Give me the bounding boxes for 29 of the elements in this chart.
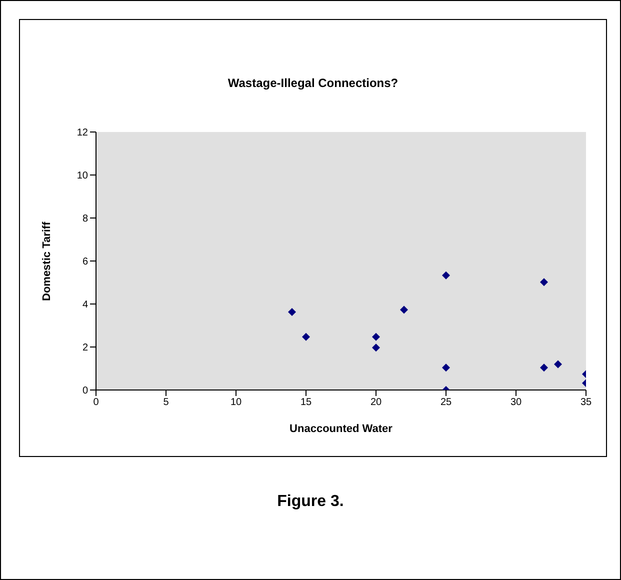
point xyxy=(540,278,548,286)
x-tick-label: 10 xyxy=(230,397,242,408)
point xyxy=(442,364,450,372)
point xyxy=(288,308,296,316)
y-tick-label: 0 xyxy=(82,386,88,397)
x-axis-title: Unaccounted Water xyxy=(290,423,394,435)
point xyxy=(372,344,380,352)
y-axis-title: Domestic Tariff xyxy=(40,221,53,301)
y-tick-label: 8 xyxy=(82,214,88,225)
point xyxy=(400,306,408,314)
chart-title: Wastage-Illegal Connections? xyxy=(226,76,400,90)
y-tick-label: 12 xyxy=(76,128,88,139)
point xyxy=(540,364,548,372)
x-tick-label: 15 xyxy=(300,397,312,408)
y-tick-label: 6 xyxy=(82,256,88,268)
x-tick-label: 5 xyxy=(163,397,170,408)
x-tick-label: 20 xyxy=(370,397,382,408)
caption: Figure 3. xyxy=(276,493,345,511)
point xyxy=(302,332,310,341)
x-tick-label: 30 xyxy=(510,397,522,408)
x-tick-label: 25 xyxy=(440,397,452,408)
y-tick-label: 2 xyxy=(82,342,88,354)
point xyxy=(554,360,562,368)
point xyxy=(372,332,380,341)
y-tick-label: 10 xyxy=(76,170,88,182)
x-tick-label: 0 xyxy=(93,397,100,408)
y-tick-label: 4 xyxy=(82,300,88,311)
point xyxy=(442,271,450,280)
x-tick-label: 35 xyxy=(580,397,592,408)
